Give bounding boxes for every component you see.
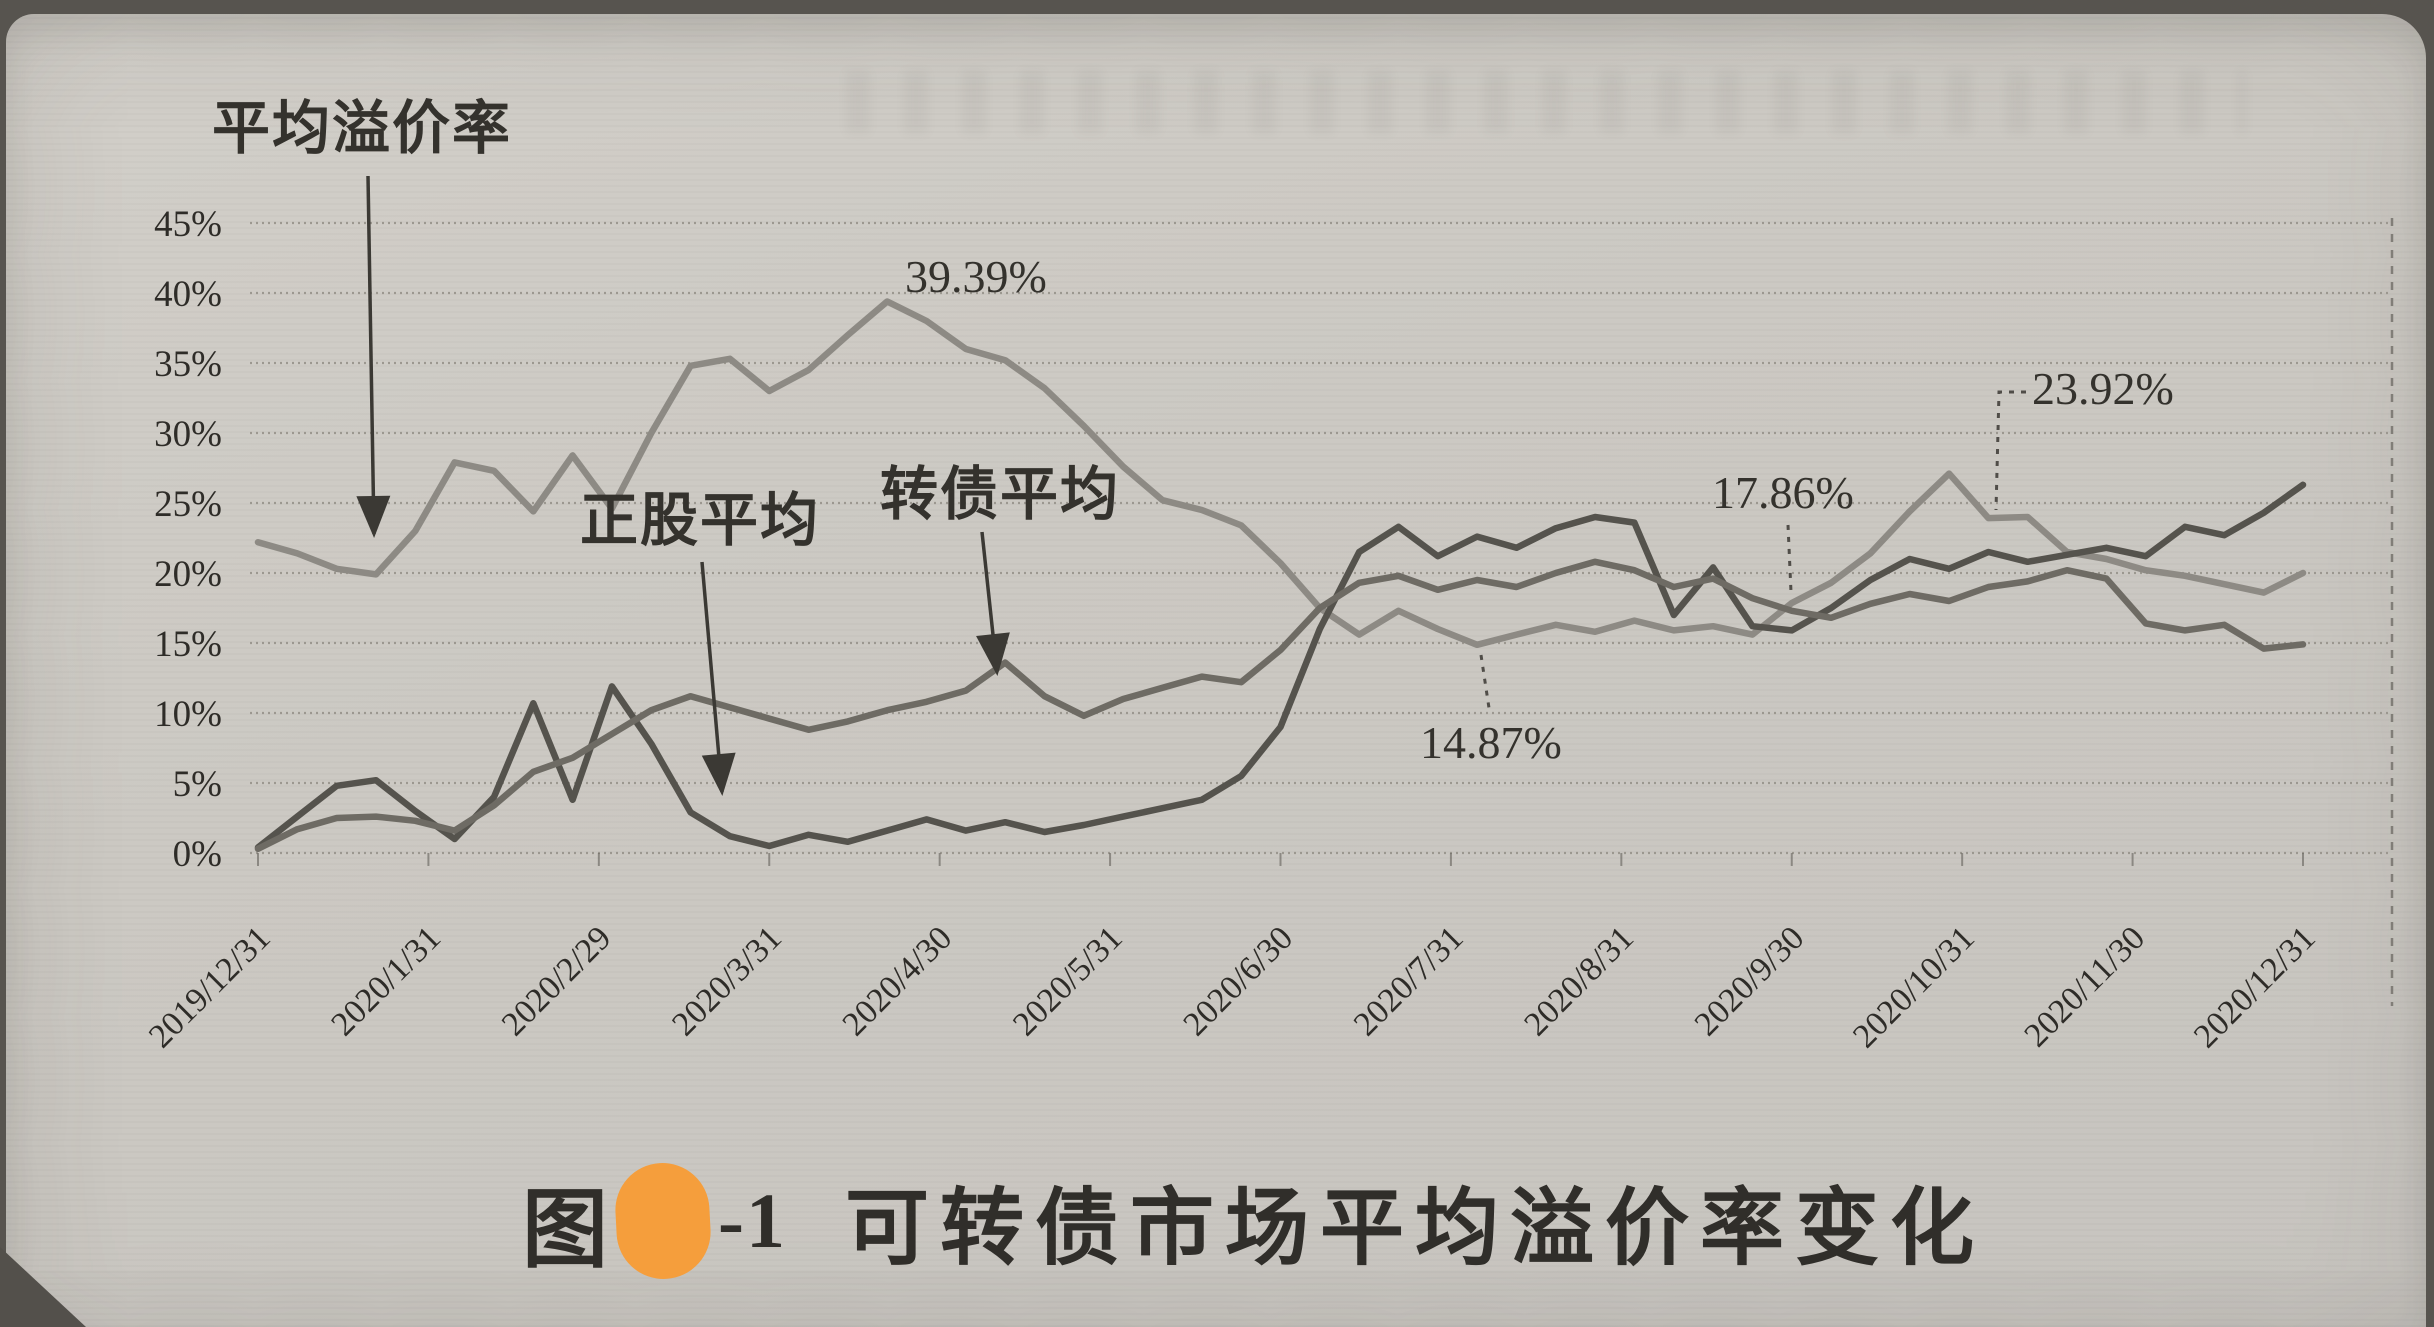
caption-title: 可转债市场平均溢价率变化 <box>844 1182 1985 1276</box>
annotation-nov-annotation: 23.92% <box>2032 363 2174 414</box>
y-tick-label: 30% <box>154 414 222 455</box>
series-label-arrow-avg-premium-rate <box>356 175 391 538</box>
series-label-arrow-stock-average <box>700 561 736 796</box>
x-tick-label: 2020/5/31 <box>1006 919 1130 1043</box>
y-tick-label: 45% <box>154 204 222 245</box>
figure-caption: 图 -1 可转债市场平均溢价率变化 <box>522 1146 1985 1296</box>
y-tick-label: 40% <box>154 274 222 315</box>
x-tick-label: 2020/10/31 <box>1846 919 1982 1055</box>
x-tick-label: 2020/2/29 <box>495 919 619 1043</box>
y-tick-label: 10% <box>154 694 222 735</box>
annotation-dash-low-annotation <box>1479 654 1491 709</box>
y-tick-label: 0% <box>173 834 222 875</box>
x-tick-label: 2020/4/30 <box>836 919 960 1043</box>
book-page <box>6 14 2426 1327</box>
series-line-avg-premium-rate <box>254 298 2307 649</box>
y-tick-label: 35% <box>154 344 222 385</box>
series-label-arrow-convertible-average <box>976 531 1010 676</box>
annotation-dash-nov-annotation <box>1994 390 2026 511</box>
x-tick-label: 2020/12/31 <box>2187 919 2323 1055</box>
x-tick-label: 2020/1/31 <box>324 919 448 1043</box>
x-tick-label: 2020/8/31 <box>1517 919 1641 1043</box>
x-tick-label: 2020/7/31 <box>1347 919 1471 1043</box>
y-tick-label: 20% <box>154 554 222 595</box>
x-tick-label: 2020/11/30 <box>2017 919 2152 1054</box>
series-label-stock-average: 正股平均 <box>580 488 820 553</box>
x-tick-label: 2019/12/31 <box>142 919 278 1055</box>
annotation-low-annotation: 14.87% <box>1420 717 1562 768</box>
y-tick-label: 5% <box>173 764 222 805</box>
caption-figure-word: 图 <box>522 1181 608 1278</box>
x-tick-label: 2020/3/31 <box>665 919 789 1043</box>
orange-redaction-highlight <box>613 1160 713 1282</box>
caption-figure-number: -1 <box>718 1177 787 1264</box>
x-tick-label: 2020/9/30 <box>1688 919 1812 1043</box>
y-tick-label: 15% <box>154 624 222 665</box>
series-line-stock-average <box>254 481 2307 851</box>
x-tick-label: 2020/6/30 <box>1176 919 1300 1043</box>
annotation-peak-annotation: 39.39% <box>905 251 1047 302</box>
annotation-sep-annotation: 17.86% <box>1712 467 1854 518</box>
y-tick-label: 25% <box>154 484 222 525</box>
series-line-convertible-average <box>254 558 2307 853</box>
series-label-avg-premium-rate: 平均溢价率 <box>212 96 512 161</box>
print-bleedthrough <box>846 70 2246 134</box>
annotation-dash-sep-annotation <box>1786 524 1793 593</box>
series-label-convertible-average: 转债平均 <box>880 462 1120 527</box>
